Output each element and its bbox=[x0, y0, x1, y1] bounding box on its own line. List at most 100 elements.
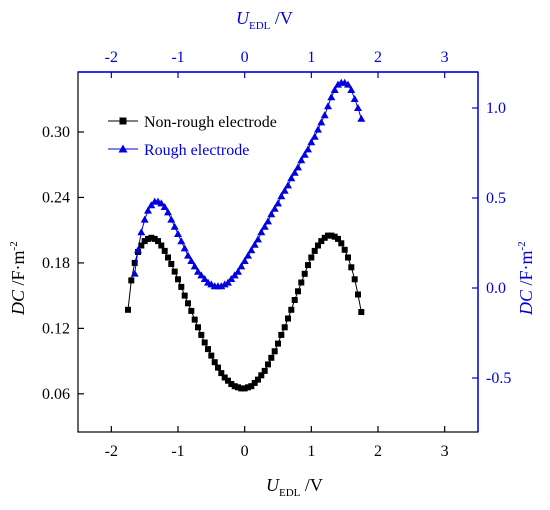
data-point-square bbox=[318, 238, 325, 245]
data-point-square bbox=[311, 247, 318, 254]
data-point-triangle bbox=[180, 244, 189, 252]
top-axis-tick-label: 3 bbox=[441, 49, 449, 66]
data-point-triangle bbox=[264, 217, 272, 225]
data-point-triangle bbox=[320, 111, 329, 119]
top-axis-tick-label: 1 bbox=[307, 49, 315, 66]
left-axis-tick-label: 0.30 bbox=[42, 124, 70, 141]
data-point-triangle bbox=[354, 104, 362, 111]
data-point-square bbox=[265, 361, 271, 368]
data-point-square bbox=[261, 367, 268, 374]
right-axis-tick-label: 1.0 bbox=[486, 100, 506, 117]
data-point-square bbox=[131, 259, 138, 266]
data-point-square bbox=[298, 279, 305, 286]
data-point-triangle bbox=[167, 215, 176, 223]
data-point-triangle bbox=[237, 262, 246, 270]
data-point-triangle bbox=[334, 80, 342, 88]
data-point-triangle bbox=[300, 150, 309, 158]
data-point-square bbox=[125, 306, 131, 313]
data-point-triangle bbox=[240, 257, 249, 264]
data-point-triangle bbox=[254, 235, 262, 243]
data-point-square bbox=[178, 283, 185, 290]
data-point-triangle bbox=[234, 267, 242, 275]
data-point-triangle bbox=[284, 181, 292, 189]
axes-layer: -2 -1 0 1 2 3 -2 -1 0 1 2 3 0.06 0.12 0.18 0.24 0.30 -0.5… bbox=[42, 49, 511, 460]
data-point-triangle bbox=[134, 246, 142, 254]
right-axis-title-unit: /F·m bbox=[516, 250, 536, 290]
data-point-square bbox=[341, 246, 348, 253]
data-point-square bbox=[251, 379, 258, 386]
data-point-square bbox=[355, 291, 361, 298]
data-point-triangle bbox=[290, 168, 299, 176]
data-point-square bbox=[308, 254, 315, 261]
top-axis-title-main: U bbox=[236, 8, 250, 28]
data-point-square bbox=[195, 324, 201, 331]
data-point-triangle bbox=[270, 204, 279, 212]
data-point-square bbox=[188, 307, 195, 314]
data-point-triangle bbox=[307, 138, 316, 146]
data-point-square bbox=[301, 270, 308, 277]
data-point-square bbox=[335, 235, 341, 242]
data-point-square bbox=[218, 370, 225, 377]
data-point-square bbox=[258, 372, 265, 379]
legend-marker-triangle bbox=[118, 144, 128, 153]
data-point-square bbox=[215, 364, 221, 371]
data-point-triangle bbox=[280, 186, 289, 194]
right-axis-tick-label: -0.5 bbox=[486, 370, 511, 387]
left-axis-tick-label: 0.12 bbox=[42, 320, 70, 337]
right-axis-tick-label: 0.5 bbox=[486, 190, 506, 207]
data-point-square bbox=[208, 352, 215, 359]
data-point-square bbox=[248, 383, 255, 390]
data-point-square bbox=[305, 262, 311, 269]
data-point-square bbox=[331, 233, 338, 240]
data-point-square bbox=[138, 242, 145, 249]
data-point-triangle bbox=[257, 228, 266, 236]
data-point-square bbox=[165, 254, 171, 261]
left-axis-title: DC /F·m-2 bbox=[8, 241, 28, 316]
bottom-axis-tick-label: 1 bbox=[307, 443, 315, 460]
right-axis-title: DC /F·m-2 bbox=[516, 241, 536, 316]
data-point-square bbox=[285, 315, 291, 322]
data-point-square bbox=[175, 276, 181, 283]
data-point-square bbox=[158, 242, 165, 249]
bottom-axis-tick-label: 0 bbox=[241, 443, 249, 460]
data-point-triangle bbox=[197, 271, 206, 279]
top-axis-title: UEDL /V bbox=[236, 8, 293, 32]
bottom-axis-title-unit: /V bbox=[300, 475, 323, 495]
data-point-triangle bbox=[260, 222, 269, 230]
data-point-square bbox=[141, 238, 148, 245]
data-point-triangle bbox=[137, 228, 146, 236]
right-axis-title-main: DC bbox=[516, 289, 536, 316]
series-layer bbox=[125, 78, 366, 392]
data-point-triangle bbox=[187, 257, 196, 264]
data-point-triangle bbox=[310, 132, 319, 140]
legend-label-rough: Rough electrode bbox=[144, 142, 249, 159]
data-point-triangle bbox=[314, 125, 322, 133]
data-point-square bbox=[271, 348, 278, 355]
data-point-triangle bbox=[200, 275, 209, 282]
data-point-square bbox=[228, 381, 235, 387]
data-point-triangle bbox=[190, 262, 199, 270]
data-point-square bbox=[351, 276, 358, 283]
left-axis-tick-label: 0.06 bbox=[42, 386, 70, 403]
data-point-square bbox=[321, 234, 328, 241]
data-point-triangle bbox=[330, 86, 339, 93]
data-point-triangle bbox=[344, 80, 352, 88]
data-point-triangle bbox=[220, 280, 229, 288]
data-point-square bbox=[268, 354, 275, 361]
data-point-square bbox=[238, 385, 245, 392]
data-point-triangle bbox=[177, 237, 186, 245]
data-point-square bbox=[185, 300, 191, 307]
bottom-axis-title-sub: EDL bbox=[279, 487, 301, 499]
data-point-square bbox=[325, 232, 331, 239]
left-axis-tick-label: 0.24 bbox=[42, 189, 70, 206]
top-axis-tick-label: -1 bbox=[171, 49, 184, 66]
data-point-square bbox=[205, 346, 211, 353]
data-point-triangle bbox=[140, 215, 149, 223]
right-axis-title-sup: -2 bbox=[516, 241, 528, 250]
data-point-triangle bbox=[277, 192, 286, 200]
data-point-square bbox=[221, 374, 228, 381]
data-point-triangle bbox=[294, 163, 302, 171]
data-point-square bbox=[161, 247, 168, 254]
data-point-square bbox=[291, 297, 298, 303]
